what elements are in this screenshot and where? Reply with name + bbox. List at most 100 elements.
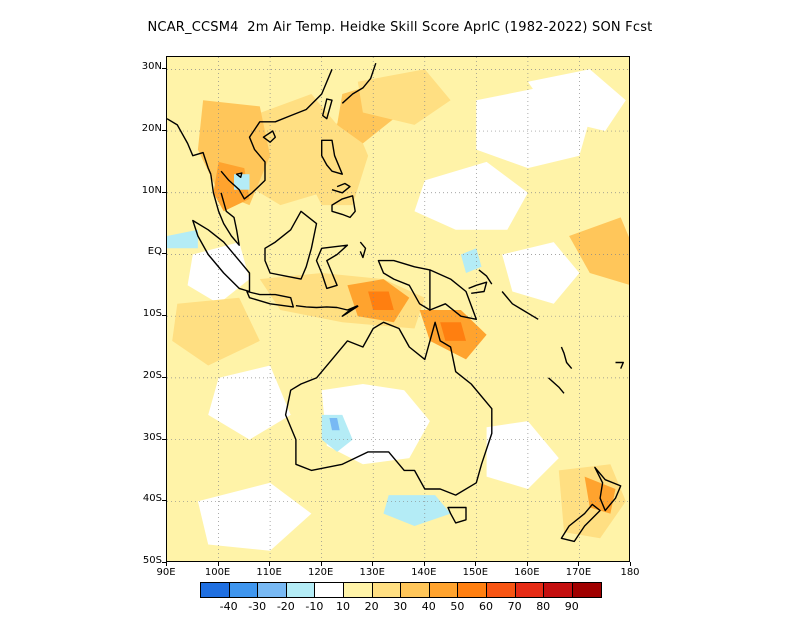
mindanao-coast	[331, 195, 356, 219]
colorbar-tick-label: 50	[450, 600, 465, 613]
java-coast	[246, 290, 294, 308]
colorbar-swatch	[315, 583, 344, 597]
colorbar-swatch	[258, 583, 287, 597]
colorbar-tick-label: 40	[421, 600, 436, 613]
colorbar-swatch	[286, 583, 316, 597]
sulawesi-coast	[315, 244, 349, 290]
sri-mekong-lake	[235, 172, 243, 178]
lon-tick-mark	[578, 562, 580, 566]
lon-tick-mark	[526, 562, 528, 566]
blue-bismarck	[460, 248, 482, 273]
vanuatu-coast	[560, 346, 573, 370]
gold-north-pacific	[357, 69, 451, 125]
colorbar-tick-label: 90	[564, 600, 579, 613]
colorbar-tick-label: 10	[336, 600, 350, 613]
orange-east-equatorial	[569, 217, 629, 285]
coastlines	[167, 62, 624, 543]
lon-tick-label: 180	[620, 567, 640, 578]
red-coral-core	[440, 322, 466, 341]
blue-great-australian-bight	[383, 495, 451, 526]
solomons-coast	[501, 291, 539, 320]
lon-tick-label: 90E	[156, 567, 176, 578]
lat-tick-mark	[162, 562, 166, 563]
colorbar-swatch	[544, 583, 573, 597]
lon-tick-mark	[269, 562, 271, 566]
fiji-coast	[615, 361, 624, 369]
colorbar-tick-label: 60	[479, 600, 493, 613]
lon-tick-mark	[475, 562, 477, 566]
lat-tick-label: 30S	[142, 431, 162, 443]
colorbar-tick-label: 30	[393, 600, 408, 613]
lat-tick-mark	[162, 500, 166, 502]
burma-coast	[167, 118, 212, 175]
colorbar-tick-label: 80	[536, 600, 551, 613]
lon-tick-label: 160E	[514, 567, 540, 578]
new-caledonia-coast	[548, 377, 565, 394]
gold-indian-ocean	[172, 297, 260, 366]
timor-coast	[341, 305, 359, 317]
colorbar-swatch	[572, 583, 602, 597]
malay-peninsula-coast	[210, 174, 240, 246]
lesser-sunda-coast	[295, 305, 359, 311]
blue-west-australia	[321, 414, 353, 452]
lon-tick-label: 140E	[411, 567, 437, 578]
colorbar-tick-label: -30	[248, 600, 267, 613]
lon-tick-mark	[320, 562, 322, 566]
lat-tick-label: 10N	[141, 184, 162, 196]
lat-tick-mark	[162, 68, 166, 70]
new-ireland-coast	[478, 269, 493, 285]
colorbar-swatch	[458, 583, 487, 597]
lat-tick-mark	[162, 253, 166, 255]
colorbar-tick-label: 20	[364, 600, 379, 613]
visayas-coast	[331, 182, 351, 194]
map-panel	[166, 56, 630, 562]
hainan-coast	[262, 130, 276, 143]
blue-west-australia-core	[329, 418, 340, 431]
colorbar-swatch	[486, 583, 516, 597]
lat-tick-mark	[162, 191, 166, 193]
blue-indian-west	[167, 229, 198, 249]
lon-tick-label: 130E	[359, 567, 385, 578]
lon-tick-label: 120E	[307, 567, 334, 578]
taiwan-coast	[322, 98, 333, 120]
lon-tick-mark	[423, 562, 425, 566]
white-tasman	[486, 421, 559, 489]
luzon-coast	[321, 139, 343, 175]
new-guinea-coast	[377, 259, 477, 320]
colorbar-swatch	[201, 583, 230, 597]
lon-tick-mark	[630, 562, 631, 566]
colorbar-swatch	[429, 583, 459, 597]
colorbar-tick-label: -20	[276, 600, 295, 613]
lat-tick-label: 20N	[141, 123, 162, 135]
new-britain-coast	[468, 281, 488, 294]
lat-tick-label: 10S	[142, 308, 162, 320]
colorbar-tick-label: -10	[305, 600, 324, 613]
new-zealand-north-coast	[594, 466, 622, 512]
lon-tick-mark	[217, 562, 219, 566]
indochina-coast	[220, 69, 333, 200]
plot-title: NCAR_CCSM4 2m Air Temp. Heidke Skill Sco…	[147, 20, 653, 35]
borneo-coast	[264, 210, 318, 280]
white-australia-interior	[321, 384, 430, 465]
colorbar	[200, 582, 603, 598]
white-central-pacific	[414, 161, 528, 230]
white-nw-pacific	[527, 69, 626, 131]
lat-tick-label: 40S	[142, 493, 162, 505]
australia-coast	[284, 321, 493, 496]
lon-tick-label: 150E	[462, 567, 489, 578]
white-east-pacific	[502, 242, 580, 304]
tasmania-coast	[447, 506, 467, 524]
halmahera-coast	[359, 241, 367, 259]
japan-ryukyu-coast	[341, 62, 377, 104]
lat-tick-mark	[162, 130, 166, 132]
lat-tick-mark	[162, 376, 166, 378]
lon-tick-mark	[372, 562, 374, 566]
lon-tick-mark	[166, 562, 167, 566]
colorbar-swatch	[401, 583, 430, 597]
colorbar-tick-label: -40	[219, 600, 238, 613]
colorbar-swatch	[229, 583, 259, 597]
new-zealand-south-coast	[560, 503, 601, 543]
lat-tick-label: 50S	[142, 555, 162, 566]
lat-tick-label: 20S	[142, 369, 162, 381]
lon-tick-label: 110E	[256, 567, 282, 578]
